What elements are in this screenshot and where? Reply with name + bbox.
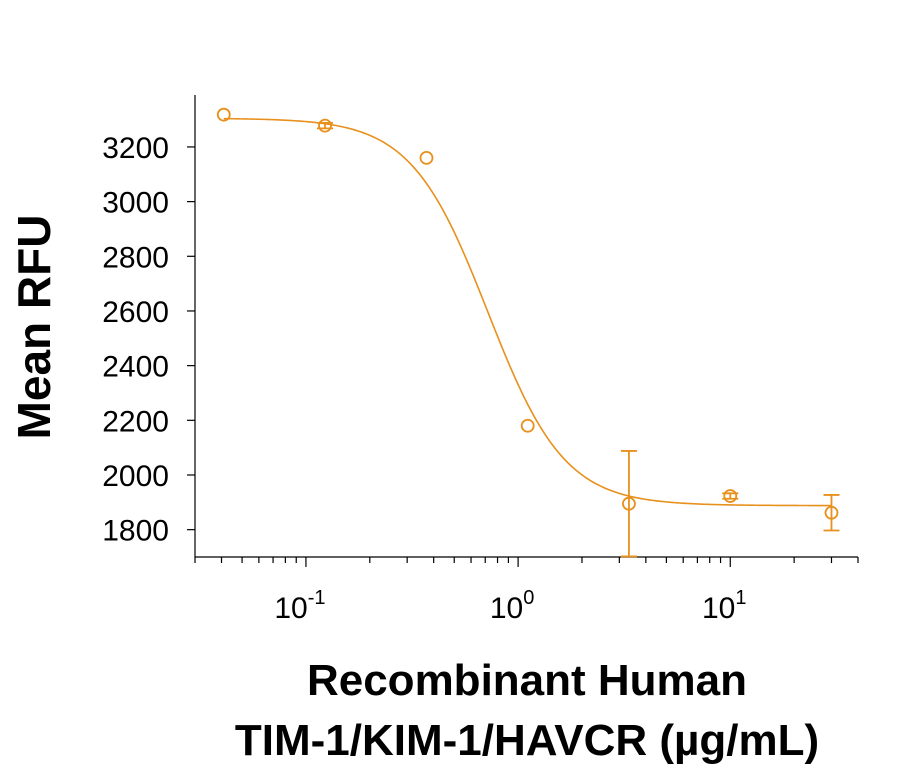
x-tick-label: 100: [490, 587, 535, 625]
data-point: [622, 496, 636, 511]
fit-curve: [223, 117, 832, 507]
data-point: [419, 150, 434, 165]
y-tick-label: 3200: [102, 132, 169, 165]
y-tick-label: 2200: [102, 405, 169, 438]
y-axis-title: Mean RFU: [8, 215, 60, 440]
x-axis-title-line1: Recombinant Human: [307, 656, 747, 705]
x-tick-label: 10-1: [274, 587, 325, 625]
x-tick-exponent: 1: [735, 587, 746, 609]
data-point: [824, 505, 839, 520]
y-tick-label: 2600: [102, 296, 169, 329]
data-point: [520, 418, 535, 433]
y-tick-label: 3000: [102, 187, 169, 220]
y-tick-label: 2800: [102, 241, 169, 274]
y-tick-label: 2400: [102, 351, 169, 384]
x-tick-exponent: 0: [523, 587, 534, 609]
data-point: [318, 118, 332, 133]
x-tick-label: 101: [702, 587, 747, 625]
x-tick-exponent: -1: [308, 587, 326, 609]
data-point: [216, 107, 231, 122]
y-tick-label: 2000: [102, 460, 169, 493]
data-point: [723, 489, 738, 503]
y-tick-label: 1800: [102, 515, 169, 548]
x-axis-title-line2: TIM-1/KIM-1/HAVCR (µg/mL): [235, 716, 819, 765]
